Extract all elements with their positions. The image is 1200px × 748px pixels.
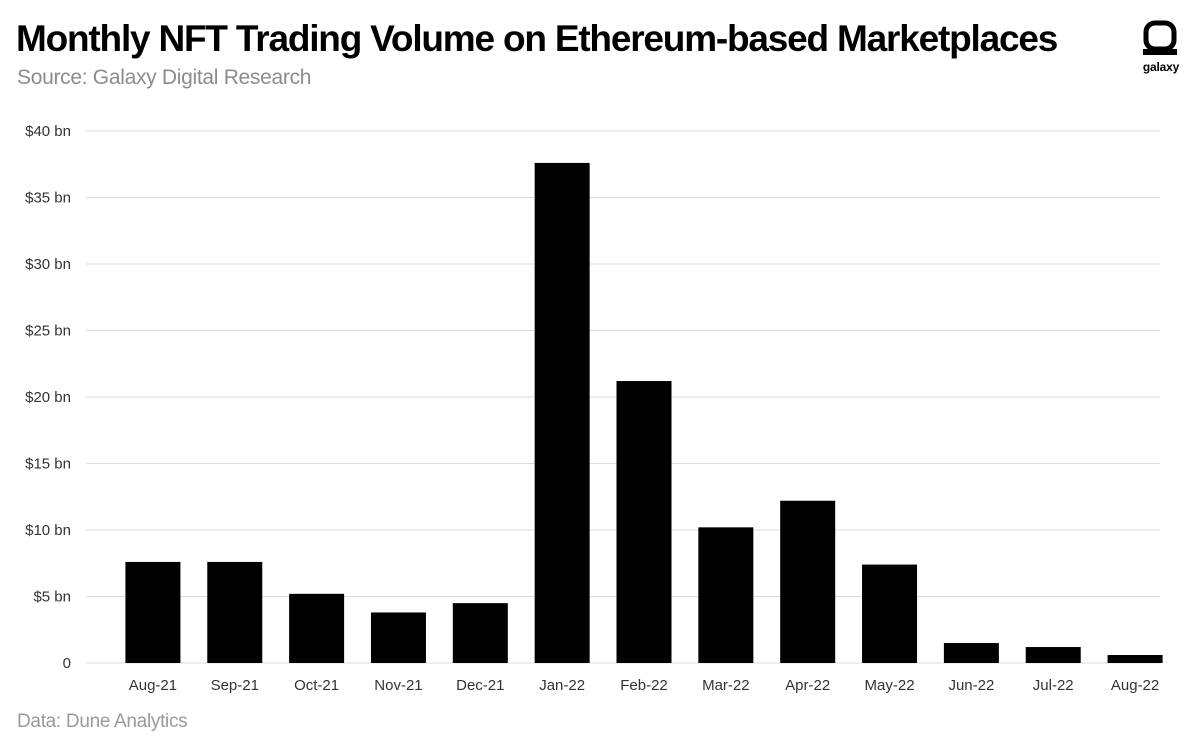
data-source-note: Data: Dune Analytics (17, 711, 188, 732)
x-category-label: Nov-21 (374, 677, 422, 694)
bars (125, 162, 1163, 664)
x-category-label: Feb-22 (620, 677, 668, 694)
bar-mar-22 (698, 527, 754, 663)
y-tick-label: $35 bn (25, 190, 71, 207)
galaxy-logo: galaxy (1140, 20, 1182, 78)
y-tick-label: $40 bn (25, 123, 71, 140)
bar-jun-22 (943, 643, 999, 663)
bar-may-22 (862, 564, 918, 663)
chart-subtitle: Source: Galaxy Digital Research (17, 66, 312, 89)
x-category-label: Aug-22 (1111, 677, 1159, 694)
galaxy-logo-icon (1143, 20, 1177, 55)
bar-jan-22 (534, 162, 590, 664)
y-tick-label: $25 bn (25, 323, 71, 340)
bar-sep-21 (207, 561, 263, 663)
bar-jul-22 (1025, 647, 1081, 663)
bar-oct-21 (289, 593, 345, 663)
x-category-label: May-22 (865, 677, 915, 694)
x-category-label: Oct-21 (294, 677, 339, 694)
x-category-label: Jan-22 (539, 677, 585, 694)
y-tick-label: 0 (63, 655, 71, 672)
y-tick-label: $20 bn (25, 389, 71, 406)
x-category-label: Sep-21 (211, 677, 259, 694)
bar-aug-21 (125, 561, 181, 663)
bar-aug-22 (1107, 655, 1163, 663)
x-category-label: Mar-22 (702, 677, 750, 694)
y-axis-tick-labels: 0 $5 bn $10 bn $15 bn $20 bn $25 bn $30 bn $35 … (25, 123, 71, 672)
x-category-label: Apr-22 (785, 677, 830, 694)
y-tick-label: $15 bn (25, 456, 71, 473)
y-tick-label: $30 bn (25, 256, 71, 273)
galaxy-logo-text: galaxy (1142, 60, 1180, 74)
chart-title: Monthly NFT Trading Volume on Ethereum-b… (16, 18, 1058, 59)
bar-apr-22 (780, 500, 836, 663)
bar-dec-21 (452, 603, 508, 663)
x-category-label: Jun-22 (948, 677, 994, 694)
y-tick-label: $5 bn (33, 589, 71, 606)
x-category-label: Aug-21 (129, 677, 177, 694)
bar-nov-21 (370, 612, 426, 663)
y-tick-label: $10 bn (25, 522, 71, 539)
bar-feb-22 (616, 381, 672, 663)
x-category-label: Dec-21 (456, 677, 504, 694)
x-axis-category-labels: Aug-21 Sep-21 Oct-21 Nov-21 Dec-21 Jan-22 Feb-… (129, 677, 1160, 694)
x-category-label: Jul-22 (1033, 677, 1074, 694)
